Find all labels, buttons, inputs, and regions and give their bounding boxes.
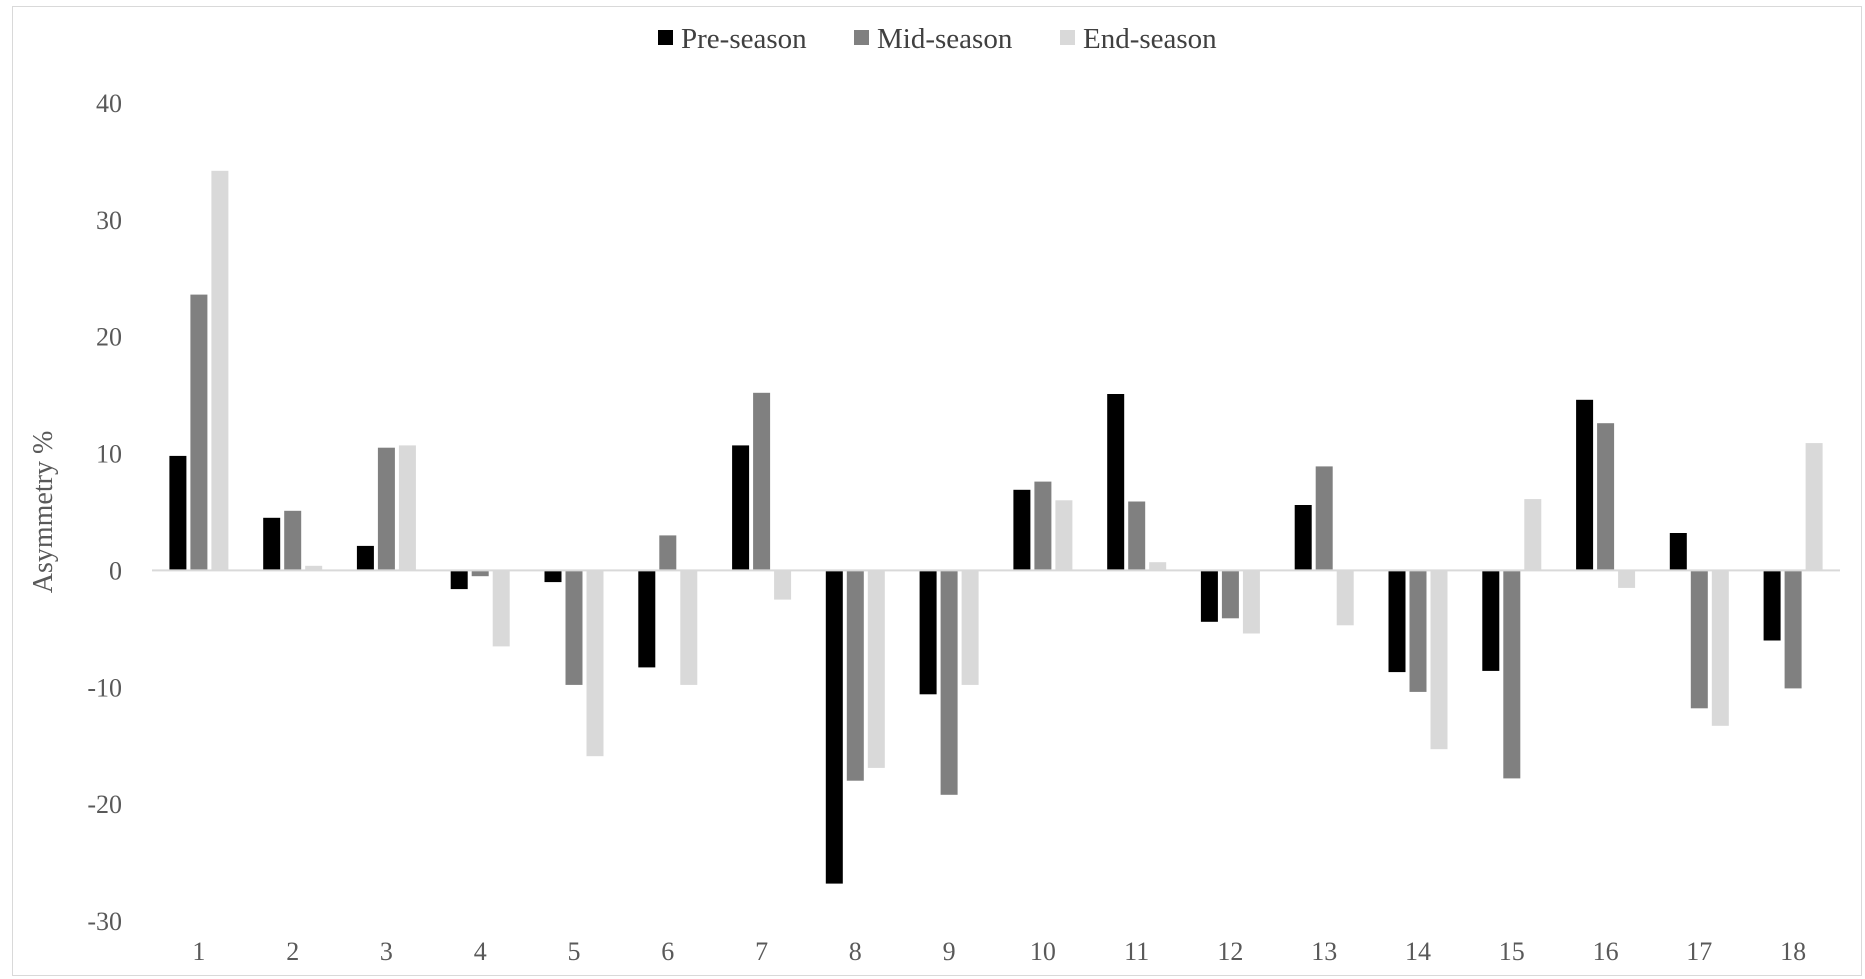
x-tick-label: 10 [1030,937,1056,966]
x-tick-label: 15 [1499,937,1525,966]
bar-pre-season [169,455,187,571]
bar-end-season [1524,499,1542,571]
bar-pre-season [263,517,281,571]
x-tick-label: 17 [1686,937,1712,966]
bar-mid-season [1128,501,1146,571]
y-tick-label: -30 [87,907,122,936]
x-tick-label: 2 [286,937,299,966]
y-tick-label: 30 [96,206,122,235]
legend-item: Pre-season [658,23,807,55]
x-tick-label: 4 [474,937,487,966]
bar-end-season [961,570,979,685]
bar-pre-season [544,570,562,583]
bar-end-season [305,565,323,571]
y-axis: 40 30 20 10 0 -10 -20 -30 [87,89,122,936]
bar-end-season [774,570,792,600]
bar-end-season [1805,443,1823,571]
bar-mid-season [471,570,489,577]
legend-item: Mid-season [854,23,1013,55]
legend-label: Pre-season [681,23,807,55]
bar-pre-season [1013,489,1031,571]
bar-pre-season [1669,533,1687,571]
x-tick-label: 1 [192,937,205,966]
x-tick-label: 8 [849,937,862,966]
y-tick-label: -10 [87,673,122,702]
bar-end-season [1149,562,1167,571]
chart-area [12,6,1862,976]
bar-end-season [398,445,416,571]
bar-pre-season [638,570,656,668]
y-tick-label: -20 [87,790,122,819]
bar-pre-season [1200,570,1218,622]
legend: Pre-season Mid-season End-season [658,23,1217,55]
bar-pre-season [825,570,843,884]
x-tick-label: 11 [1124,937,1149,966]
legend-item: End-season [1060,23,1217,55]
bar-mid-season [190,294,208,571]
x-tick-label: 13 [1311,937,1337,966]
legend-swatch [1060,30,1075,45]
x-tick-label: 5 [568,937,581,966]
legend-swatch [658,30,673,45]
bar-mid-season [1315,466,1333,571]
bar-end-season [211,170,229,571]
bar-end-season [586,570,604,757]
x-tick-label: 12 [1217,937,1243,966]
y-tick-label: 0 [109,556,122,585]
bar-end-season [1711,570,1729,726]
bar-pre-season [1107,394,1125,571]
bar-pre-season [1482,570,1500,671]
x-tick-label: 3 [380,937,393,966]
x-tick-label: 18 [1780,937,1806,966]
bar-pre-season [919,570,937,695]
bar-mid-season [753,392,771,571]
bar-pre-season [1763,570,1781,641]
y-axis-title: Asymmetry % [28,431,59,594]
bar-end-season [867,570,885,768]
x-tick-label: 14 [1405,937,1431,966]
bar-pre-season [732,445,750,571]
legend-label: Mid-season [877,23,1013,55]
x-tick-label: 6 [661,937,674,966]
x-tick-label: 16 [1593,937,1619,966]
bar-pre-season [1294,505,1312,571]
bar-end-season [492,570,510,647]
x-tick-label: 7 [755,937,768,966]
bars [169,170,1823,884]
legend-swatch [854,30,869,45]
bar-mid-season [846,570,864,781]
bar-mid-season [1409,570,1427,692]
bar-mid-season [1690,570,1708,709]
bar-mid-season [1034,481,1052,571]
bar-pre-season [1388,570,1406,673]
bar-mid-season [565,570,583,685]
x-axis: 1 2 3 4 5 6 7 8 9 10 11 12 13 14 15 16 17 18 [192,937,1806,966]
bar-pre-season [356,545,374,571]
bar-end-season [1618,570,1636,588]
bar-pre-season [1576,399,1594,571]
bar-end-season [1055,500,1073,571]
bar-end-season [680,570,698,685]
y-tick-label: 10 [96,440,122,469]
bar-mid-season [284,510,302,571]
y-tick-label: 40 [96,89,122,118]
bar-mid-season [1784,570,1802,689]
bar-mid-season [1221,570,1239,619]
bar-pre-season [450,570,468,590]
bar-end-season [1430,570,1448,750]
bar-end-season [1336,570,1354,626]
bar-mid-season [377,447,395,571]
bar-mid-season [1597,423,1615,571]
legend-label: End-season [1083,23,1217,55]
bar-mid-season [659,535,677,571]
x-tick-label: 9 [943,937,956,966]
y-tick-label: 20 [96,323,122,352]
bar-mid-season [940,570,958,795]
bar-end-season [1242,570,1260,634]
bar-mid-season [1503,570,1521,779]
